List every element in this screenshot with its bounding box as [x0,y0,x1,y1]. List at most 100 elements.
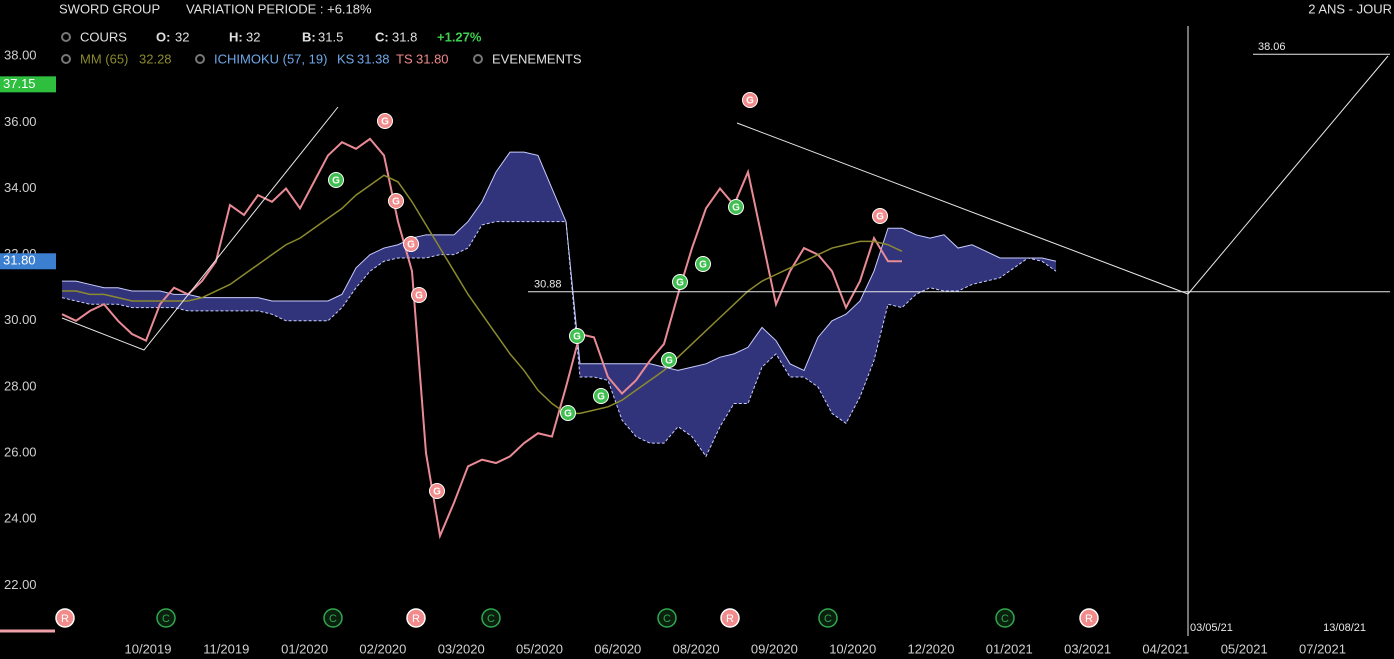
legend-value: 31.38 [357,51,390,66]
event-icon [156,608,176,628]
y-tick-label: 30.00 [4,312,37,327]
level-label: 38.06 [1258,41,1286,53]
event-marker-label: G [381,117,389,128]
top-layer: 38.0036.0034.0032.0030.0028.0026.0024.00… [0,41,1390,656]
event-marker [411,287,427,303]
event-icon [1079,608,1099,628]
y-tick-label: 34.00 [4,180,37,195]
event-marker-label: G [665,356,673,367]
event-marker-label: G [699,260,707,271]
event-marker [328,172,344,188]
x-tick-label: 07/2021 [1299,641,1346,656]
event-marker [695,256,711,272]
event-icon [481,608,501,628]
event-marker-label: G [746,96,754,107]
x-tick-label: 03/2021 [1064,641,1111,656]
ohlc-value: 31.8 [392,29,417,44]
y-tick-label: 24.00 [4,511,37,526]
x-tick-label: 05/2021 [1221,641,1268,656]
event-icon-label: C [329,613,337,625]
event-marker [742,92,758,108]
header-title: SWORD GROUP [59,1,160,16]
x-tick-label: 11/2019 [203,641,249,656]
y-tick-label: 22.00 [4,577,37,592]
cloud-lower [61,221,1057,458]
event-marker-label: G [564,409,572,420]
event-icon-label: C [824,613,832,625]
event-icon [995,608,1015,628]
event-icon-label: R [61,613,69,625]
ohlc-value: 32 [175,29,189,44]
trend-line [61,106,339,351]
event-icon [406,608,426,628]
event-marker [560,405,576,421]
x-tick-label: 06/2020 [594,641,641,656]
event-marker [377,113,393,129]
event-icon-label: C [1001,613,1009,625]
event-marker-label: G [573,332,581,343]
event-icon [323,608,343,628]
trend-line [1187,55,1389,295]
gear-icon[interactable] [473,54,483,64]
x-tick-label: 08/2020 [673,641,720,656]
y-tick-label: 36.00 [4,114,37,129]
y-tick-label: 26.00 [4,445,37,460]
price-tag-label: 31.80 [3,253,36,268]
gear-icon[interactable] [61,32,71,42]
y-tick-label: 38.00 [4,48,37,63]
legend-label: KS [337,51,355,66]
legend-label: COURS [80,29,127,44]
series-line [62,174,903,415]
trend-line [736,122,1189,295]
event-marker-label: G [876,212,884,223]
legend-label: ICHIMOKU (57, 19) [214,51,327,66]
level-label: 30.88 [534,279,562,291]
event-icon-label: C [162,613,170,625]
legend-label: MM (65) [80,51,128,66]
x-tick-label: 01/2021 [986,641,1033,656]
gear-icon[interactable] [61,54,71,64]
event-icon [55,608,75,628]
ohlc-value: 31.5 [318,29,343,44]
event-icon-label: R [1085,613,1093,625]
event-marker-label: G [433,487,441,498]
x-tick-label: 10/2020 [829,641,876,656]
event-marker-label: G [597,392,605,403]
change-value: +1.27% [437,29,482,44]
legend-value: 32.28 [139,51,172,66]
price-tag-label: 37.15 [3,76,36,91]
ohlc-label: H: [229,29,243,44]
price-tag [0,253,56,270]
legend-label: EVENEMENTS [492,51,582,66]
event-marker-label: G [392,197,400,208]
event-marker [672,274,688,290]
event-marker [388,193,404,209]
event-marker-label: G [407,240,415,251]
event-marker-label: G [732,203,740,214]
lines-layer [61,137,903,540]
cloud-upper [62,151,1057,372]
x-tick-label: 10/2019 [125,641,172,656]
event-icon [720,608,740,628]
event-icon-label: R [726,613,734,625]
event-icon-label: C [487,613,495,625]
event-marker [429,483,445,499]
x-tick-label: 04/2021 [1142,641,1189,656]
event-marker [403,236,419,252]
event-icon-label: R [412,613,420,625]
legend-label: TS [396,51,413,66]
event-icon [657,608,677,628]
x-tick-label: 02/2020 [359,641,406,656]
event-marker [661,352,677,368]
header-period[interactable]: 2 ANS - JOUR [1308,1,1392,16]
event-marker-label: G [332,176,340,187]
event-marker [593,388,609,404]
price-tag [0,76,56,93]
date-label: 03/05/21 [1190,622,1233,634]
gear-icon[interactable] [195,54,205,64]
x-tick-label: 03/2020 [438,641,485,656]
event-marker-label: G [415,291,423,302]
event-marker [569,328,585,344]
